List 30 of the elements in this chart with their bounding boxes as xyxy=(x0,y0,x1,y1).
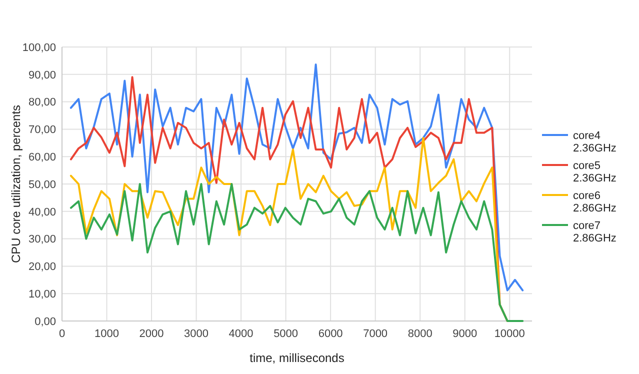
y-axis-title: CPU core utilization, percents xyxy=(9,104,23,264)
y-tick-label: 40,00 xyxy=(28,206,56,218)
x-tick-label: 2000 xyxy=(139,328,164,340)
x-tick-label: 6000 xyxy=(318,328,343,340)
x-axis-title: time, milliseconds xyxy=(250,351,344,365)
x-tick-label: 8000 xyxy=(408,328,432,340)
x-tick-label: 7000 xyxy=(363,328,388,340)
y-tick-label: 10,00 xyxy=(28,288,56,300)
x-tick-label: 10000 xyxy=(494,328,525,340)
y-tick-label: 20,00 xyxy=(28,261,56,274)
y-tick-label: 70,00 xyxy=(28,124,56,136)
x-tick-label: 9000 xyxy=(452,328,478,340)
x-tick-label: 1000 xyxy=(94,328,120,340)
line-series xyxy=(70,183,524,322)
y-tick-label: 100,00 xyxy=(22,42,56,54)
x-tick-label: 4000 xyxy=(228,328,254,340)
legend-label: core6 2.86GHz xyxy=(573,190,616,214)
legend-label: core5 2.36GHz xyxy=(573,160,616,184)
y-tick-label: 0,00 xyxy=(34,316,56,328)
y-tick-label: 80,00 xyxy=(28,96,56,109)
line-series xyxy=(70,64,524,292)
y-tick-label: 60,00 xyxy=(28,151,56,164)
x-tick-label: 5000 xyxy=(274,328,298,340)
x-tick-label: 3000 xyxy=(184,328,209,340)
y-tick-label: 90,00 xyxy=(28,69,56,82)
legend-label: core7 2.86GHz xyxy=(573,220,616,244)
y-tick-label: 30,00 xyxy=(28,234,56,246)
y-tick-label: 50,00 xyxy=(28,178,56,191)
legend-label: core4 2.36GHz xyxy=(573,130,616,154)
x-tick-label: 0 xyxy=(58,328,66,340)
